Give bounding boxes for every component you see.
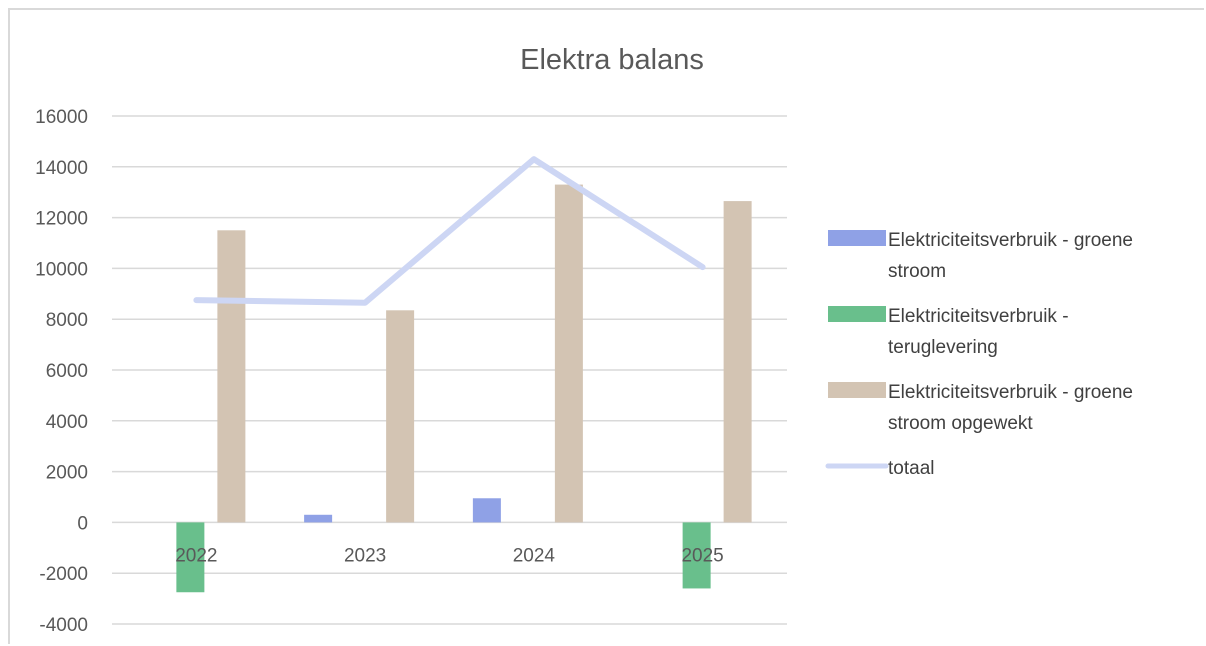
- x-axis-ticks: 2022 2023 2024 2025: [175, 545, 724, 566]
- x-tick-label: 2024: [513, 545, 556, 566]
- y-tick-label: 16000: [35, 107, 88, 128]
- legend-label: Elektriciteitsverbruik -: [888, 306, 1069, 327]
- legend-label: totaal: [888, 458, 934, 479]
- legend-label: stroom opgewekt: [888, 413, 1033, 434]
- bar: [472, 498, 501, 523]
- bar-line-chart: Elektra balans 16000 14000 12000 10000 8000 6…: [35, 44, 1133, 636]
- y-tick-label: 12000: [35, 209, 88, 230]
- x-tick-label: 2023: [344, 545, 386, 566]
- y-tick-label: 10000: [35, 259, 88, 280]
- x-tick-label: 2022: [175, 545, 217, 566]
- bar: [554, 184, 583, 523]
- y-tick-label: 14000: [35, 158, 88, 179]
- chart-title: Elektra balans: [520, 44, 704, 76]
- total-line: [193, 156, 706, 306]
- y-axis-ticks: 16000 14000 12000 10000 8000 6000 4000 2000 0 -20…: [35, 107, 88, 636]
- bar: [304, 514, 333, 523]
- legend-label: Elektriciteitsverbruik - groene: [888, 230, 1133, 251]
- y-tick-label: 4000: [46, 412, 88, 433]
- legend-label: Elektriciteitsverbruik - groene: [888, 382, 1133, 403]
- bar: [217, 230, 246, 523]
- x-tick-label: 2025: [681, 545, 723, 566]
- y-tick-label: 8000: [46, 310, 88, 331]
- y-tick-label: 0: [77, 513, 88, 534]
- chart-frame: Elektra balans 16000 14000 12000 10000 8000 6…: [8, 8, 1204, 644]
- legend-label: stroom: [888, 261, 946, 282]
- bar: [723, 201, 752, 523]
- legend-label: teruglevering: [888, 337, 998, 358]
- y-tick-label: 6000: [46, 361, 88, 382]
- bar: [176, 522, 205, 593]
- legend-swatch: [828, 382, 886, 398]
- legend-swatch: [828, 306, 886, 322]
- bars: [176, 184, 752, 593]
- legend: Elektriciteitsverbruik - groene stroom Ele…: [825, 230, 1133, 479]
- legend-swatch: [828, 230, 886, 246]
- bar: [386, 310, 415, 523]
- series-line: [193, 156, 706, 306]
- y-tick-label: -2000: [39, 564, 88, 585]
- y-tick-label: -4000: [39, 615, 88, 636]
- y-tick-label: 2000: [46, 463, 88, 484]
- bar: [682, 522, 711, 589]
